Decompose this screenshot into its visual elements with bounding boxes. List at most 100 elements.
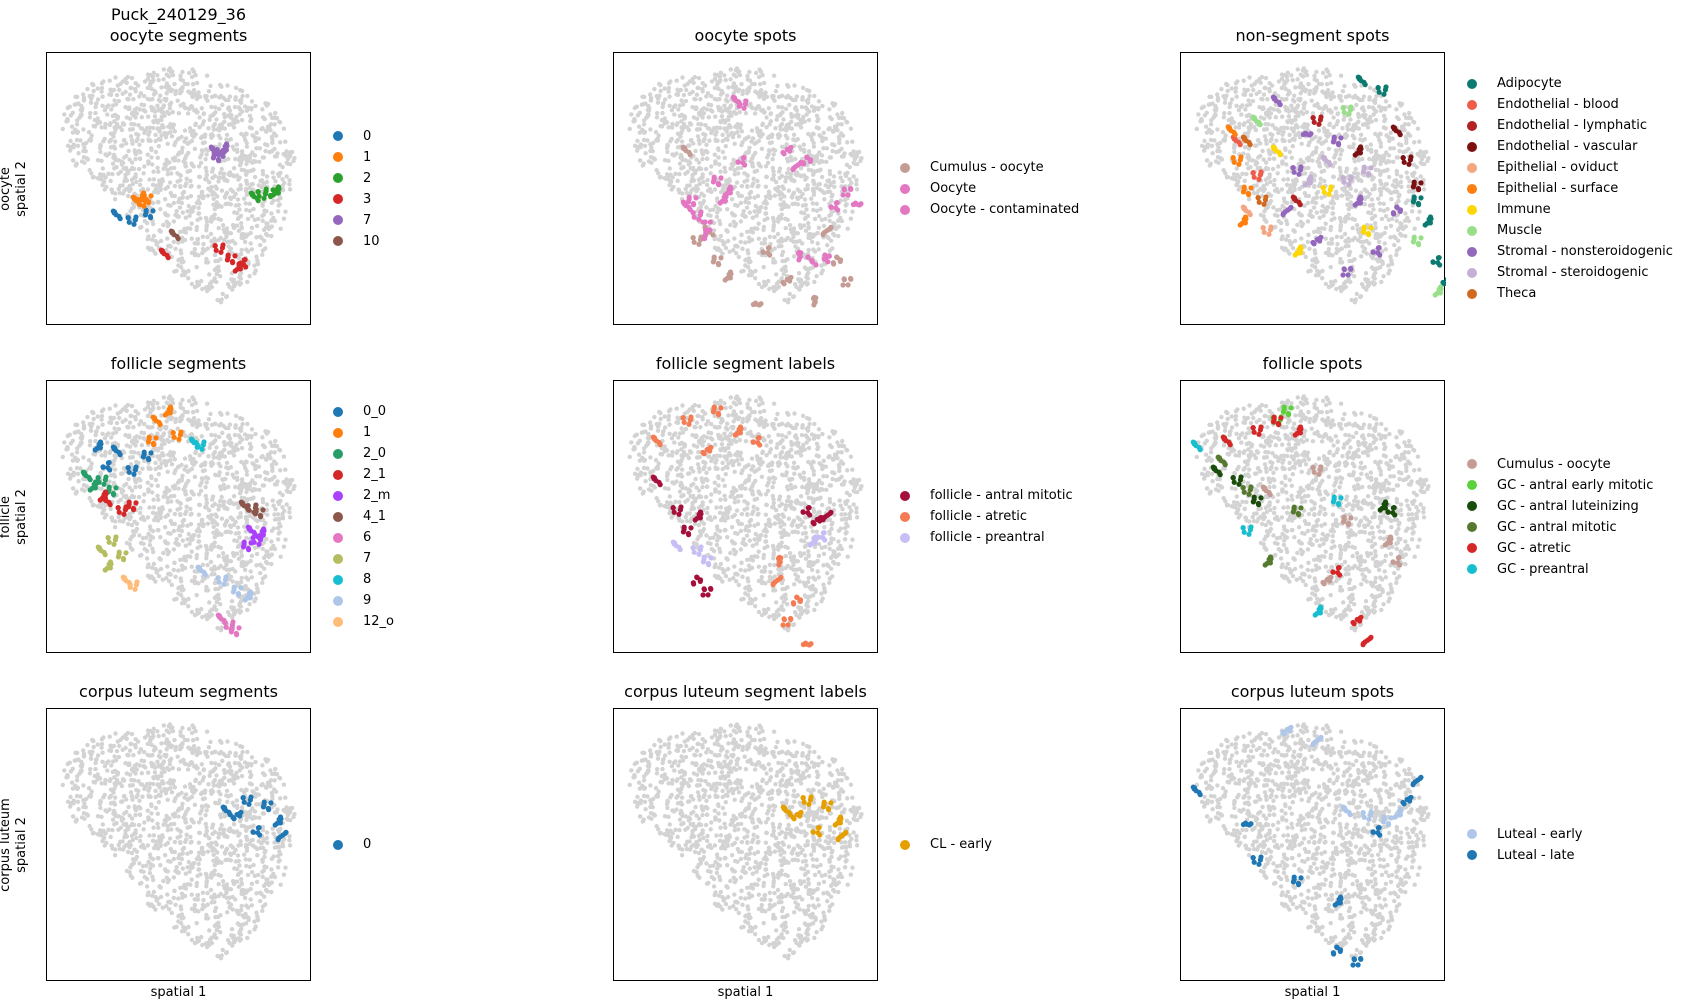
chart-3-point (113, 534, 119, 540)
chart-3-point (259, 528, 265, 534)
chart-8-point (1368, 809, 1374, 815)
chart-4-point (800, 509, 806, 515)
chart-3-svg (60, 394, 297, 638)
chart-1-point (841, 187, 847, 193)
chart-0-point (141, 203, 147, 209)
chart-3-point (116, 509, 122, 515)
chart-3-point (223, 574, 229, 580)
chart-2-point (1394, 204, 1400, 210)
chart-3-legend-marker (333, 469, 343, 480)
chart-3-legend-item: 2_1 (333, 464, 394, 485)
chart-4-point (700, 592, 706, 598)
chart-3-legend-marker (333, 511, 343, 522)
chart-1-point (845, 192, 851, 198)
chart-6-legend-item: 0 (333, 834, 371, 855)
chart-0-tissue-background (60, 66, 297, 305)
chart-3-series-3 (97, 489, 139, 517)
chart-2-point (1311, 119, 1317, 125)
chart-5-point (1248, 524, 1254, 530)
chart-4-point (794, 594, 800, 600)
chart-1-point (717, 200, 723, 206)
chart-1-point (760, 249, 766, 255)
chart-1-point (743, 98, 749, 104)
chart-1-point (852, 200, 859, 206)
chart-4-point (790, 600, 796, 606)
chart-4-point (781, 617, 787, 623)
chart-3-point (92, 447, 98, 453)
chart-5-point (1298, 505, 1304, 511)
chart-3-legend-label: 9 (363, 593, 372, 608)
chart-1-point (741, 155, 747, 161)
chart-1-point (841, 277, 847, 283)
chart-4-point (756, 435, 762, 441)
chart-2-legend-label: Stromal - steroidogenic (1497, 265, 1649, 280)
chart-4-point (697, 578, 703, 584)
chart-6-point (268, 800, 274, 806)
chart-3-legend-item: 1 (333, 422, 394, 443)
chart-2-series-6 (1270, 144, 1374, 258)
chart-2-point (1271, 145, 1278, 151)
chart-1-point (858, 201, 864, 207)
chart-3-legend-label: 2_0 (363, 446, 387, 461)
chart-8-point (1298, 875, 1304, 881)
chart-4-tissue-background (627, 394, 864, 633)
chart-6-svg (60, 722, 297, 961)
chart-1-point (722, 277, 728, 283)
chart-1-legend-marker (900, 162, 910, 173)
chart-2-point (1348, 174, 1354, 180)
chart-1-point (693, 195, 699, 201)
chart-5-point (1377, 507, 1383, 513)
chart-7-point (825, 805, 831, 812)
chart-8-point (1290, 879, 1296, 885)
chart-1-point (837, 258, 843, 264)
chart-2-point (1236, 161, 1242, 167)
chart-3-series-10 (120, 574, 140, 592)
chart-2-legend-marker (1467, 141, 1477, 152)
chart-1-point (809, 259, 816, 265)
chart-8-point (1295, 880, 1301, 887)
chart-4-point (815, 534, 821, 540)
chart-0-series-2 (248, 184, 282, 204)
chart-0-point (210, 155, 216, 161)
chart-8-point (1248, 821, 1254, 827)
chart-0-point (222, 143, 228, 149)
chart-8-point (1280, 729, 1286, 736)
chart-2-series-8 (1270, 94, 1404, 278)
chart-2-point (1346, 111, 1352, 117)
chart-5-point (1248, 484, 1254, 490)
chart-3-legend-marker (333, 406, 343, 417)
chart-2-legend-item: Endothelial - blood (1467, 94, 1673, 115)
chart-5-point (1216, 455, 1223, 461)
chart-2-point (1360, 229, 1366, 235)
chart-4-point (715, 410, 721, 417)
chart-8-plot-area (1180, 708, 1445, 981)
chart-3-ylabel: follicle spatial 2 (0, 488, 29, 545)
chart-5-point (1335, 500, 1341, 507)
chart-2-point (1310, 239, 1316, 246)
chart-2-series-10 (1240, 134, 1269, 207)
chart-3-legend-item: 2_m (333, 485, 394, 506)
chart-2-point (1376, 89, 1382, 95)
chart-3-point (96, 441, 102, 447)
chart-1-legend-label: Cumulus - oocyte (930, 160, 1044, 175)
chart-2-legend-item: Muscle (1467, 220, 1673, 241)
chart-3-legend-item: 7 (333, 548, 394, 569)
chart-1-point (700, 219, 706, 225)
chart-6-point (272, 822, 278, 828)
chart-5-legend: Cumulus - oocyte GC - antral early mitoti… (1467, 454, 1653, 580)
chart-2-point (1271, 95, 1278, 101)
chart-0-point (212, 243, 218, 249)
chart-3-legend-marker (333, 574, 343, 585)
chart-3-point (100, 464, 106, 470)
chart-1-point (715, 260, 721, 267)
chart-2-point (1365, 230, 1371, 237)
chart-0-point (262, 191, 268, 197)
chart-3-point (176, 436, 182, 442)
chart-5-point (1327, 575, 1333, 581)
chart-5-legend-marker (1467, 501, 1477, 511)
chart-2-series-4 (1240, 204, 1274, 237)
chart-3-point (115, 554, 121, 560)
chart-7-point (836, 816, 842, 822)
chart-1-point (848, 275, 854, 282)
chart-3-series-7 (95, 534, 129, 573)
